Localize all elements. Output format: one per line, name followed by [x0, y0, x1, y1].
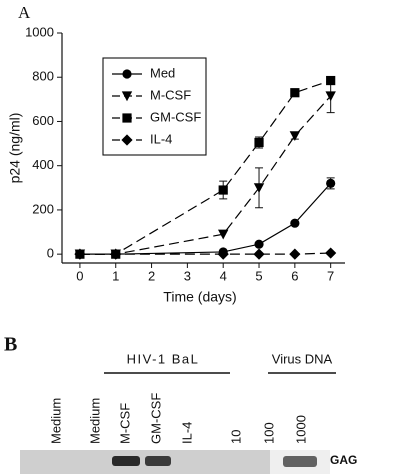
x-tick-label: 0 [76, 268, 83, 283]
legend-label: IL-4 [150, 131, 172, 146]
marker [290, 88, 300, 98]
panel-label: B [4, 334, 17, 356]
marker [326, 75, 336, 86]
marker [217, 248, 229, 260]
x-tick-label: 3 [184, 268, 191, 283]
lane-label: 100 [261, 422, 276, 444]
series-line [79, 182, 332, 255]
panel-label: A [18, 3, 31, 22]
band [283, 456, 317, 467]
legend-label: M-CSF [150, 87, 191, 102]
x-tick-label: 7 [327, 268, 334, 283]
legend-label: Med [150, 65, 175, 80]
y-tick-label: 600 [32, 113, 54, 128]
group-label: HIV-1 BaL [127, 351, 200, 366]
x-tick-label: 5 [255, 268, 262, 283]
lane-label: Medium [48, 398, 63, 444]
band [112, 456, 140, 466]
y-tick-label: 800 [32, 69, 54, 84]
lane-label: 10 [228, 430, 243, 444]
lane-label: M-CSF [117, 403, 132, 444]
legend-marker [121, 91, 133, 102]
y-tick-label: 1000 [25, 24, 54, 39]
x-axis-title: Time (days) [163, 289, 236, 305]
marker [253, 183, 265, 194]
x-tick-label: 4 [220, 268, 227, 283]
x-tick-label: 2 [148, 268, 155, 283]
legend-marker [121, 134, 133, 146]
legend-label: GM-CSF [150, 109, 201, 124]
marker [289, 131, 301, 142]
band [145, 456, 171, 466]
gel-strip [270, 450, 330, 474]
marker [74, 248, 86, 260]
marker [218, 185, 228, 195]
legend-marker [122, 69, 132, 79]
lane-label: IL-4 [179, 422, 194, 444]
legend-marker [122, 113, 132, 123]
y-tick-label: 400 [32, 157, 54, 172]
band-label: GAG [330, 453, 357, 467]
marker [325, 247, 337, 259]
marker [253, 248, 265, 260]
marker [218, 229, 229, 240]
x-tick-label: 1 [112, 268, 119, 283]
marker [325, 91, 336, 102]
lane-label: GM-CSF [148, 393, 163, 444]
x-tick-label: 6 [291, 268, 298, 283]
y-axis-title: p24 (ng/ml) [7, 113, 23, 184]
lane-label: Medium [87, 398, 102, 444]
series-line [79, 79, 331, 255]
lane-label: 1000 [293, 415, 308, 444]
group-label: Virus DNA [272, 351, 333, 366]
y-tick-label: 200 [32, 201, 54, 216]
marker [110, 248, 122, 260]
marker [290, 218, 300, 228]
marker [254, 137, 264, 148]
series-line [79, 95, 332, 255]
marker [326, 178, 336, 188]
marker [289, 248, 301, 260]
y-tick-label: 0 [47, 246, 54, 261]
gel [20, 450, 330, 474]
marker [254, 239, 264, 249]
